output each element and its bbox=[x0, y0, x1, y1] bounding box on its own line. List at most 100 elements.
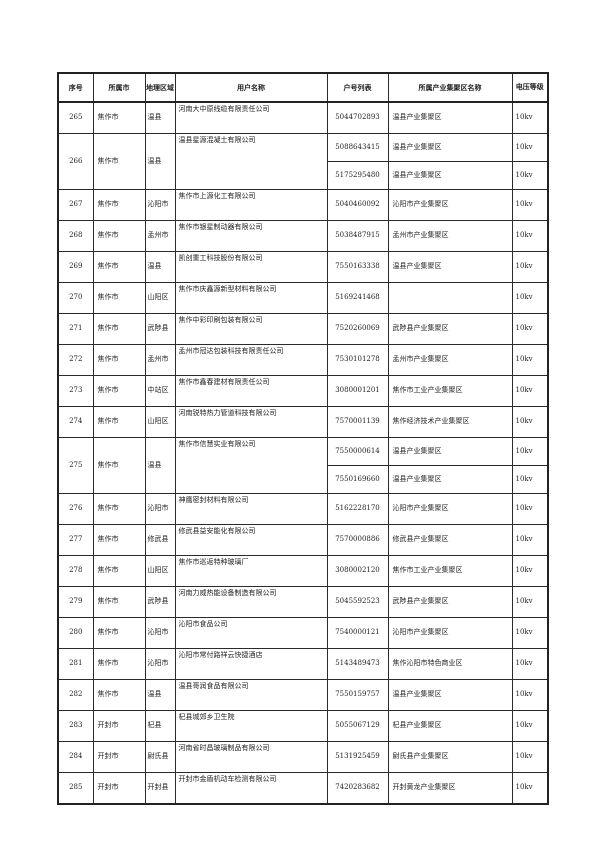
cell-no: 265 bbox=[57, 101, 94, 134]
cell-user-name: 河南大中原线缆有限责任公司 bbox=[174, 101, 328, 134]
cell-no: 270 bbox=[57, 282, 94, 314]
cell-user-name: 温县星源混凝土有限公司 bbox=[174, 133, 328, 190]
cell-voltage: 10kv bbox=[511, 251, 549, 283]
cell-no: 278 bbox=[57, 555, 94, 587]
cell-cluster: 温县产业集聚区 bbox=[387, 101, 513, 134]
cell-voltage: 10kv bbox=[511, 648, 549, 680]
table-row: 272 焦作市 孟州市 孟州市冠达包装科技有限责任公司 7530101278 孟州市产业集… bbox=[57, 344, 549, 376]
cell-account: 7570000886 bbox=[326, 524, 389, 556]
cell-no: 275 bbox=[57, 437, 94, 494]
table-row: 277 焦作市 修武县 修武县益安能化有限公司 7570000886 修武县产业集聚区 10… bbox=[57, 524, 549, 556]
col-header-cluster-name: 所属产业集聚区名称 bbox=[387, 72, 513, 103]
col-header-voltage: 电压等级 bbox=[511, 72, 549, 103]
cell-user-name: 焦作市鑫春建材有限责任公司 bbox=[174, 375, 328, 407]
cell-region: 中站区 bbox=[144, 375, 176, 407]
cell-region: 武陟县 bbox=[144, 586, 176, 618]
cell-cluster: 焦作市工业产业集聚区 bbox=[387, 375, 513, 407]
cell-user-name: 沁阳市常付路祥云快捷酒店 bbox=[174, 648, 328, 680]
cell-account: 5162228170 bbox=[326, 493, 389, 525]
cell-cluster: 焦作市工业产业集聚区 bbox=[387, 555, 513, 587]
cell-voltage: 10kv bbox=[511, 524, 549, 556]
cell-user-name: 沁阳市食品公司 bbox=[174, 617, 328, 649]
table-row: 275 焦作市 温县 焦作市信慧实业有限公司 7550000614 温县产业集聚区 10kv bbox=[57, 437, 549, 494]
table-row: 5175295480 温县产业集聚区 10kv bbox=[58, 161, 549, 190]
cell-voltage: 10kv bbox=[511, 133, 549, 162]
cell-no: 266 bbox=[57, 133, 94, 190]
table-body: 265 焦作市 温县 河南大中原线缆有限责任公司 5044702893 温县产业集聚区 10… bbox=[57, 101, 549, 805]
cell-cluster: 焦作经济技术产业集聚区 bbox=[387, 406, 513, 438]
cell-city: 焦作市 bbox=[92, 220, 146, 252]
cell-account: 5038487915 bbox=[326, 220, 389, 252]
cell-city: 焦作市 bbox=[92, 313, 146, 345]
cell-no: 271 bbox=[57, 313, 94, 345]
cell-city: 焦作市 bbox=[92, 679, 146, 711]
cell-user-name: 河南省时昌玻璃制品有限公司 bbox=[174, 741, 328, 773]
cell-cluster: 温县产业集聚区 bbox=[387, 161, 513, 190]
table-row: 268 焦作市 孟州市 焦作市银星制动器有限公司 5038487915 孟州市产业集聚区 1… bbox=[57, 220, 549, 252]
cell-account: 7530101278 bbox=[326, 344, 389, 376]
cell-no: 283 bbox=[57, 710, 94, 742]
table-row: 265 焦作市 温县 河南大中原线缆有限责任公司 5044702893 温县产业集聚区 10… bbox=[57, 101, 549, 134]
cell-account: 5044702893 bbox=[326, 101, 389, 134]
cell-cluster: 沁阳市产业集聚区 bbox=[387, 493, 513, 525]
cell-city: 焦作市 bbox=[92, 524, 146, 556]
cell-voltage: 10kv bbox=[511, 375, 549, 407]
cell-voltage: 10kv bbox=[511, 344, 549, 376]
cell-user-name: 焦作中彩印刷包装有限公司 bbox=[174, 313, 328, 345]
cell-city: 焦作市 bbox=[92, 493, 146, 525]
table-row: 266 焦作市 温县 温县星源混凝土有限公司 5088643415 温县产业集聚区 10kv bbox=[57, 133, 549, 190]
table-row: 269 焦作市 温县 凯创重工科技股份有限公司 7550163338 温县产业集聚区 10k… bbox=[57, 251, 549, 283]
cell-no: 273 bbox=[57, 375, 94, 407]
table-row: 274 焦作市 山阳区 河南锐特热力管道科技有限公司 7570001139 焦作经济技术产… bbox=[57, 406, 549, 438]
cell-account: 7550159757 bbox=[326, 679, 389, 711]
cell-voltage: 10kv bbox=[511, 437, 549, 466]
cell-city: 焦作市 bbox=[92, 375, 146, 407]
cell-city: 焦作市 bbox=[92, 617, 146, 649]
cell-voltage: 10kv bbox=[511, 465, 549, 494]
cell-user-name: 河南锐特热力管道科技有限公司 bbox=[174, 406, 328, 438]
cell-user-name: 焦作市银星制动器有限公司 bbox=[174, 220, 328, 252]
cell-user-name: 河南力威热能设备制造有限公司 bbox=[174, 586, 328, 618]
cell-voltage: 10kv bbox=[511, 493, 549, 525]
cell-voltage: 10kv bbox=[511, 710, 549, 742]
cell-cluster: 孟州市产业集聚区 bbox=[387, 344, 513, 376]
cell-region: 沁阳市 bbox=[144, 493, 176, 525]
cell-user-name: 修武县益安能化有限公司 bbox=[174, 524, 328, 556]
cell-voltage: 10kv bbox=[511, 189, 549, 221]
table-row: 284 开封市 尉氏县 河南省时昌玻璃制品有限公司 5131925459 尉氏县产业集聚区… bbox=[57, 741, 549, 773]
table-row: 278 焦作市 山阳区 焦作市巡返特种玻璃厂 3080002120 焦作市工业产业集聚区 1… bbox=[57, 555, 549, 587]
cell-account: 5088643415 bbox=[326, 133, 389, 162]
cell-city: 焦作市 bbox=[92, 344, 146, 376]
cell-no: 281 bbox=[57, 648, 94, 680]
cell-account: 5131925459 bbox=[326, 741, 389, 773]
table-row: 276 焦作市 沁阳市 神鹰密封材料有限公司 5162228170 沁阳市产业集聚区 10k… bbox=[57, 493, 549, 525]
cell-account: 7550000614 bbox=[326, 437, 389, 466]
cell-region: 温县 bbox=[144, 251, 176, 283]
cell-voltage: 10kv bbox=[511, 313, 549, 345]
cell-city: 开封市 bbox=[92, 741, 146, 773]
cell-city: 焦作市 bbox=[92, 189, 146, 221]
cell-region: 温县 bbox=[144, 101, 176, 134]
cell-region: 温县 bbox=[144, 679, 176, 711]
cell-cluster: 温县产业集聚区 bbox=[387, 133, 513, 162]
cell-voltage: 10kv bbox=[511, 282, 549, 314]
cell-voltage: 10kv bbox=[511, 772, 549, 805]
cell-user-name: 焦作市信慧实业有限公司 bbox=[174, 437, 328, 494]
cell-city: 焦作市 bbox=[92, 555, 146, 587]
cell-account: 5175295480 bbox=[326, 161, 389, 190]
table-row: 279 焦作市 武陟县 河南力威热能设备制造有限公司 5045592523 武陟县产业集聚… bbox=[57, 586, 549, 618]
cell-cluster: 温县产业集聚区 bbox=[387, 251, 513, 283]
cell-voltage: 10kv bbox=[511, 101, 549, 134]
cell-account: 7520260069 bbox=[326, 313, 389, 345]
cell-account: 5143489473 bbox=[326, 648, 389, 680]
cell-no: 284 bbox=[57, 741, 94, 773]
table-row: 270 焦作市 山阳区 焦作市庆鑫源新型材料有限公司 5169241468 10kv bbox=[57, 282, 549, 314]
cell-account: 5045592523 bbox=[326, 586, 389, 618]
cell-no: 280 bbox=[57, 617, 94, 649]
cell-user-name: 神鹰密封材料有限公司 bbox=[174, 493, 328, 525]
cell-no: 276 bbox=[57, 493, 94, 525]
cell-region: 温县 bbox=[144, 437, 176, 494]
cell-region: 杞县 bbox=[144, 710, 176, 742]
cell-user-name: 焦作市上源化工有限公司 bbox=[174, 189, 328, 221]
cell-voltage: 10kv bbox=[511, 586, 549, 618]
